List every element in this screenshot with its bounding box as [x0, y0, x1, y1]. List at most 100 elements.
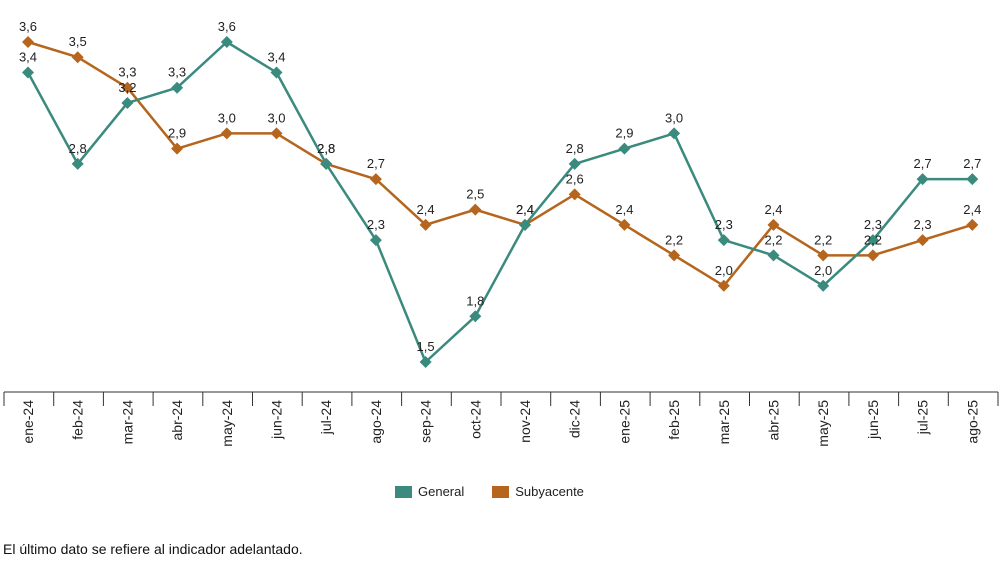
- data-label-subyacente: 2,0: [715, 263, 733, 278]
- data-label-general: 2,3: [715, 217, 733, 232]
- data-label-general: 2,8: [69, 141, 87, 156]
- data-point-general: [171, 81, 184, 94]
- data-label-general: 3,4: [19, 49, 37, 64]
- data-label-general: 2,3: [367, 217, 385, 232]
- data-label-general: 2,7: [963, 156, 981, 171]
- data-point-general: [966, 173, 979, 186]
- data-label-general: 3,6: [218, 19, 236, 34]
- data-point-general: [22, 66, 34, 79]
- data-point-subyacente: [469, 203, 482, 216]
- data-point-general: [866, 234, 879, 247]
- data-label-subyacente: 3,5: [69, 34, 87, 49]
- data-point-subyacente: [71, 51, 84, 64]
- x-tick-label: ago-24: [368, 400, 384, 444]
- data-point-subyacente: [171, 142, 184, 155]
- data-label-general: 2,8: [317, 141, 335, 156]
- legend-label-subyacente: Subyacente: [515, 484, 584, 499]
- data-point-subyacente: [618, 218, 631, 231]
- data-point-general: [519, 218, 531, 231]
- data-label-general: 2,9: [615, 126, 633, 141]
- x-tick-label: abr-24: [169, 400, 185, 441]
- x-tick-label: feb-25: [666, 400, 682, 440]
- series-line-general: [26, 40, 973, 364]
- data-label-general: 2,7: [914, 156, 932, 171]
- data-point-subyacente: [668, 249, 681, 262]
- data-label-general: 2,0: [814, 263, 832, 278]
- x-tick-label: feb-24: [70, 400, 86, 440]
- line-chart: ene-24 feb-24 mar-24 abr-24 may-24 jun-24 jul-…: [3, 19, 999, 447]
- footnote: El último dato se refiere al indicador a…: [3, 541, 303, 557]
- data-point-subyacente: [568, 188, 581, 201]
- data-label-subyacente: 2,9: [168, 126, 186, 141]
- data-label-subyacente: 3,0: [267, 110, 285, 125]
- data-label-subyacente: 2,6: [566, 171, 584, 186]
- x-tick-label: sep-24: [418, 400, 434, 443]
- data-label-subyacente: 2,4: [417, 202, 435, 217]
- x-tick-label: abr-25: [766, 400, 782, 441]
- data-point-subyacente: [916, 234, 929, 247]
- legend-item-subyacente: Subyacente: [492, 484, 584, 499]
- x-tick-label: dic-24: [567, 400, 583, 438]
- series-line-subyacente: [27, 40, 973, 288]
- data-point-subyacente: [717, 279, 730, 292]
- data-label-general: 3,0: [665, 110, 683, 125]
- data-label-general: 3,3: [168, 65, 186, 80]
- data-label-general: 3,4: [267, 49, 285, 64]
- x-tick-label: jul-25: [915, 400, 931, 435]
- x-tick-label: jun-24: [269, 400, 285, 440]
- data-label-subyacente: 2,4: [516, 202, 534, 217]
- data-point-general: [817, 279, 830, 292]
- data-point-general: [220, 36, 233, 48]
- legend-swatch-subyacente: [492, 485, 510, 498]
- data-label-general: 2,8: [566, 141, 584, 156]
- data-point-subyacente: [22, 36, 34, 48]
- legend-label-general: General: [418, 484, 465, 499]
- data-point-general: [369, 234, 382, 247]
- x-tick-label: may-24: [219, 400, 235, 447]
- data-point-subyacente: [419, 218, 432, 231]
- data-point-general: [717, 234, 730, 247]
- data-label-subyacente: 2,4: [963, 202, 981, 217]
- data-point-subyacente: [817, 249, 830, 262]
- data-label-general: 2,4: [516, 202, 534, 217]
- data-point-subyacente: [220, 127, 233, 140]
- x-tick-label: ago-25: [964, 400, 980, 444]
- x-tick-label: ene-25: [616, 400, 632, 444]
- legend-swatch-general: [395, 485, 412, 498]
- x-tick-label: jun-25: [865, 400, 881, 440]
- data-label-subyacente: 2,5: [466, 187, 484, 202]
- x-tick-label: ene-24: [20, 400, 36, 444]
- x-tick-label: jul-24: [318, 400, 334, 435]
- data-point-subyacente: [270, 127, 283, 140]
- data-label-subyacente: 2,7: [367, 156, 385, 171]
- data-point-subyacente: [369, 173, 382, 186]
- data-point-general: [618, 142, 631, 155]
- data-point-general: [916, 173, 929, 186]
- x-tick-label: may-25: [815, 400, 831, 447]
- data-point-general: [767, 249, 780, 262]
- data-point-general: [71, 157, 84, 170]
- data-point-subyacente: [966, 218, 979, 231]
- data-label-general: 2,2: [764, 232, 782, 247]
- data-label-subyacente: 2,2: [864, 232, 882, 247]
- data-label-subyacente: 2,4: [615, 202, 633, 217]
- data-label-general: 3,2: [118, 80, 136, 95]
- data-point-general: [568, 157, 581, 170]
- x-tick-label: nov-24: [517, 400, 533, 443]
- data-label-subyacente: 2,3: [914, 217, 932, 232]
- data-point-general: [320, 157, 333, 170]
- data-point-general: [270, 66, 283, 79]
- data-point-general: [121, 96, 134, 109]
- data-point-general: [419, 356, 432, 368]
- data-label-subyacente: 2,4: [764, 202, 782, 217]
- data-label-subyacente: 3,0: [218, 110, 236, 125]
- data-label-general: 1,5: [417, 339, 435, 354]
- legend-item-general: General: [395, 484, 464, 499]
- x-tick-label: mar-24: [119, 400, 135, 445]
- data-label-subyacente: 3,3: [118, 65, 136, 80]
- x-tick-label: oct-24: [467, 400, 483, 439]
- data-label-general: 2,3: [864, 217, 882, 232]
- x-tick-label: mar-25: [716, 400, 732, 445]
- legend: General Subyacente: [395, 484, 584, 499]
- data-point-general: [668, 127, 681, 140]
